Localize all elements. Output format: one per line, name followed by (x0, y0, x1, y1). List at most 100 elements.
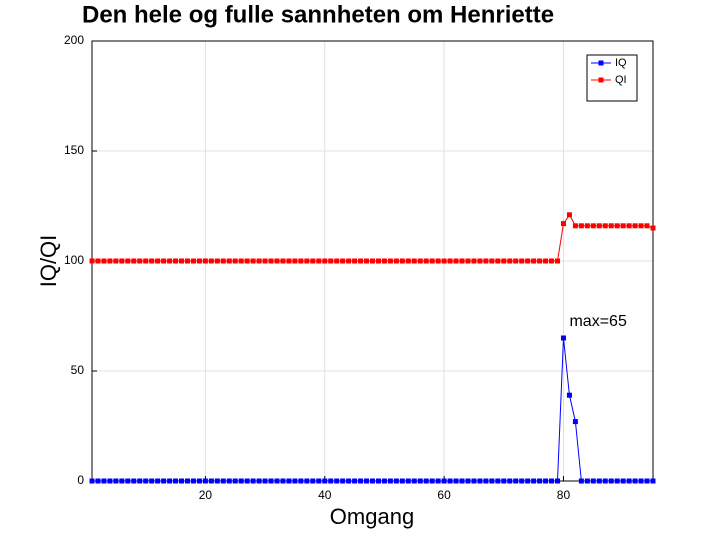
data-point (483, 258, 489, 264)
data-point (256, 478, 262, 484)
x-axis-label: Omgang (330, 504, 414, 529)
data-point (113, 258, 119, 264)
data-point (495, 478, 501, 484)
data-point (644, 478, 650, 484)
data-point (447, 258, 453, 264)
data-point (560, 335, 566, 341)
data-point (381, 478, 387, 484)
data-point (208, 258, 214, 264)
data-point (501, 478, 507, 484)
data-point (375, 258, 381, 264)
data-point (310, 478, 316, 484)
data-point (435, 478, 441, 484)
data-point (370, 258, 375, 264)
data-point (131, 258, 137, 264)
data-point (113, 478, 119, 484)
data-point (358, 258, 364, 264)
data-point (620, 223, 626, 229)
data-point (626, 223, 632, 229)
data-point (352, 478, 358, 484)
data-point (196, 478, 202, 484)
data-point (477, 478, 483, 484)
data-point (143, 478, 149, 484)
data-point (602, 223, 608, 229)
data-point (286, 258, 292, 264)
x-tick-label: 20 (199, 488, 213, 502)
data-point (334, 478, 340, 484)
data-point (429, 258, 435, 264)
data-point (137, 258, 143, 264)
data-point (572, 223, 578, 229)
annotation: max=65 (569, 313, 626, 330)
data-point (149, 478, 155, 484)
data-point (459, 258, 465, 264)
data-point (399, 478, 405, 484)
data-point (95, 258, 101, 264)
y-axis-label: IQ/QI (36, 235, 61, 288)
data-point (560, 221, 566, 227)
data-point (268, 478, 274, 484)
legend-label: QI (615, 74, 627, 86)
data-point (423, 258, 429, 264)
data-point (596, 478, 602, 484)
data-point (543, 478, 549, 484)
data-point (89, 258, 95, 264)
x-tick-label: 40 (318, 488, 332, 502)
data-point (184, 258, 190, 264)
data-point (119, 478, 125, 484)
data-point (555, 478, 561, 484)
data-point (364, 478, 370, 484)
data-point (119, 258, 125, 264)
y-tick-label: 150 (64, 143, 84, 157)
data-point (590, 478, 596, 484)
data-point (340, 258, 346, 264)
data-point (549, 258, 555, 264)
data-point (101, 258, 107, 264)
data-point (340, 478, 346, 484)
data-point (644, 223, 650, 229)
data-point (274, 478, 280, 484)
data-point (161, 258, 167, 264)
data-point (465, 258, 471, 264)
data-point (477, 258, 483, 264)
data-point (173, 478, 179, 484)
data-point (596, 223, 602, 229)
data-point (381, 258, 387, 264)
data-point (566, 212, 572, 218)
data-point (226, 478, 232, 484)
data-point (274, 258, 280, 264)
data-point (489, 258, 495, 264)
data-point (316, 258, 322, 264)
data-point (101, 478, 107, 484)
data-point (226, 258, 232, 264)
data-point (387, 258, 393, 264)
data-point (584, 223, 590, 229)
data-point (232, 478, 238, 484)
y-tick-label: 0 (77, 473, 84, 487)
x-tick-label: 60 (437, 488, 451, 502)
data-point (543, 258, 549, 264)
data-point (513, 258, 519, 264)
data-point (578, 478, 584, 484)
data-point (537, 478, 543, 484)
data-point (441, 258, 447, 264)
legend-marker (598, 77, 604, 83)
data-point (393, 258, 399, 264)
data-point (322, 258, 328, 264)
data-point (513, 478, 519, 484)
data-point (555, 258, 561, 264)
data-point (190, 258, 196, 264)
data-point (614, 223, 620, 229)
legend-label: IQ (615, 57, 627, 69)
data-point (525, 258, 531, 264)
data-point (507, 478, 513, 484)
data-point (238, 478, 244, 484)
data-point (143, 258, 149, 264)
data-point (190, 478, 196, 484)
data-point (161, 478, 167, 484)
data-point (250, 478, 256, 484)
data-point (298, 478, 304, 484)
y-tick-label: 50 (71, 363, 85, 377)
data-point (393, 478, 399, 484)
data-point (364, 258, 370, 264)
